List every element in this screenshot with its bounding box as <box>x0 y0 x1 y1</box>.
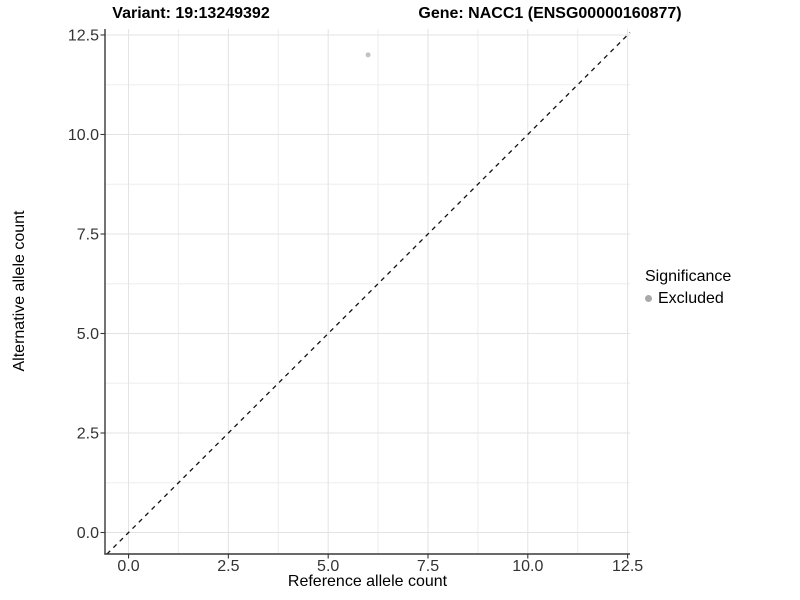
y-axis-title: Alternative allele count <box>11 210 28 372</box>
legend-title: Significance <box>645 268 732 285</box>
x-tick-label: 10.0 <box>512 558 543 575</box>
x-tick-label: 7.5 <box>417 558 439 575</box>
legend-item-label: Excluded <box>658 290 724 307</box>
x-tick-label: 2.5 <box>217 558 239 575</box>
identity-reference-line <box>106 32 631 555</box>
y-tick-label: 10.0 <box>68 127 99 144</box>
y-tick-label: 2.5 <box>77 425 99 442</box>
legend-key-dot-icon <box>645 295 652 302</box>
legend-item-excluded: Excluded <box>645 289 731 308</box>
legend: Significance Excluded <box>645 267 731 308</box>
x-axis-title: Reference allele count <box>287 573 448 590</box>
x-tick-label: 12.5 <box>612 558 643 575</box>
data-point <box>365 52 371 58</box>
plot-title-variant: Variant: 19:13249392 <box>112 5 270 22</box>
y-tick-label: 0.0 <box>77 525 99 542</box>
y-tick-label: 5.0 <box>77 326 99 343</box>
y-tick-label: 12.5 <box>68 27 99 44</box>
x-tick-label: 5.0 <box>317 558 339 575</box>
y-tick-label: 7.5 <box>77 226 99 243</box>
x-tick-label: 0.0 <box>117 558 139 575</box>
plot-title-gene: Gene: NACC1 (ENSG00000160877) <box>418 5 682 22</box>
